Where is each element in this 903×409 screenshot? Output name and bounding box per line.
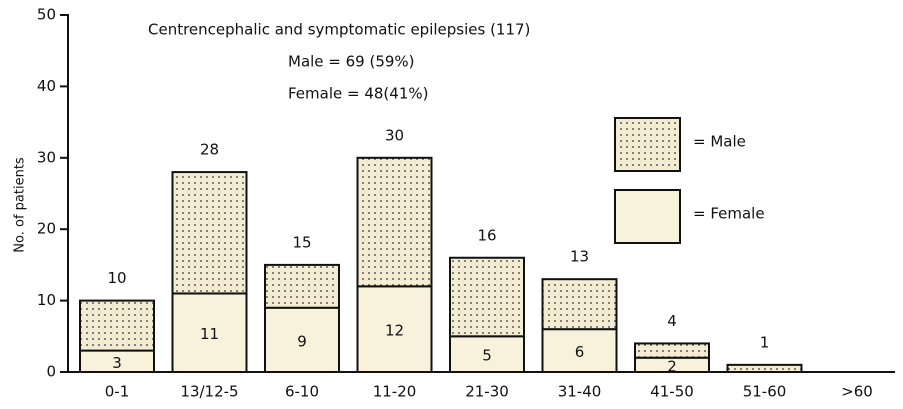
total-label: 4 xyxy=(667,312,677,330)
chart-title: Centrencephalic and symptomatic epilepsi… xyxy=(148,21,530,39)
segment-label: 6 xyxy=(575,343,585,361)
y-tick-label: 40 xyxy=(37,77,56,95)
y-tick-label: 20 xyxy=(37,220,56,238)
x-tick-label: 0-1 xyxy=(105,383,130,401)
total-label: 30 xyxy=(385,126,404,144)
bar-segment xyxy=(541,328,618,374)
bar-segment xyxy=(541,278,618,331)
total-label: 1 xyxy=(760,333,770,351)
bar-segment xyxy=(726,363,803,373)
y-tick-label: 50 xyxy=(37,6,56,24)
legend-swatch xyxy=(614,117,681,172)
legend-label: = Female xyxy=(693,205,765,223)
y-tick-label: 10 xyxy=(37,291,56,309)
x-tick-label: 21-30 xyxy=(465,383,509,401)
bar-segment xyxy=(449,256,525,338)
x-tick-label: 13/12-5 xyxy=(180,383,238,401)
bar-segment xyxy=(171,292,248,373)
x-tick-label: 6-10 xyxy=(285,383,319,401)
segment-label: 5 xyxy=(482,347,492,365)
bar-segment xyxy=(264,263,340,309)
bar-segment xyxy=(79,299,155,352)
legend-label: = Male xyxy=(693,133,746,151)
x-tick-label: 51-60 xyxy=(743,383,787,401)
y-tick-label: 0 xyxy=(46,363,56,381)
x-tick-label: 11-20 xyxy=(373,383,417,401)
bar-segment xyxy=(356,285,433,374)
total-label: 10 xyxy=(107,269,126,287)
legend-swatch xyxy=(614,189,681,244)
total-label: 28 xyxy=(200,141,219,159)
bar-segment xyxy=(171,171,248,295)
segment-label: 9 xyxy=(297,332,307,350)
total-label: 15 xyxy=(292,233,311,251)
subtitle: Male = 69 (59%) xyxy=(288,53,415,71)
total-label: 16 xyxy=(477,226,496,244)
bar-segment xyxy=(264,306,340,373)
bar-segment xyxy=(356,156,433,288)
x-tick-label: 31-40 xyxy=(558,383,602,401)
x-tick-label: 41-50 xyxy=(650,383,694,401)
segment-label: 11 xyxy=(200,325,219,343)
bar-segment xyxy=(634,342,710,359)
total-label: 13 xyxy=(570,248,589,266)
segment-label: 2 xyxy=(667,357,677,375)
y-axis-label: No. of patients xyxy=(13,157,28,253)
x-tick-label: >60 xyxy=(841,383,873,401)
subtitle: Female = 48(41%) xyxy=(288,85,428,103)
y-tick-label: 30 xyxy=(37,148,56,166)
bar-segment xyxy=(449,335,525,373)
segment-label: 3 xyxy=(112,354,122,372)
segment-label: 12 xyxy=(385,322,404,340)
